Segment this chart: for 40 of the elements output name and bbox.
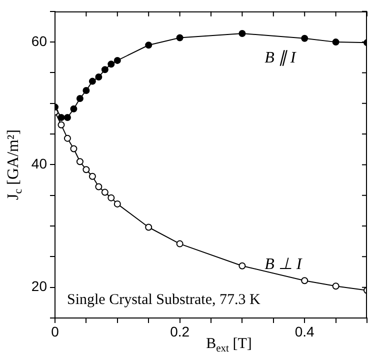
point xyxy=(108,60,115,68)
point xyxy=(82,87,90,94)
y-tick-label: 20 xyxy=(31,278,48,294)
series-label: B ∥ I xyxy=(264,50,296,67)
point xyxy=(101,66,108,74)
point xyxy=(301,34,308,42)
point xyxy=(238,262,246,270)
point xyxy=(76,94,84,102)
point xyxy=(88,78,96,85)
x-tick-label: 0.2 xyxy=(170,323,190,340)
point xyxy=(82,166,90,174)
point xyxy=(332,282,340,290)
annotation: Single Crystal Substrate, 77.3 K xyxy=(67,292,260,308)
point xyxy=(176,240,184,248)
point xyxy=(70,105,78,112)
x-tick-label: 0.4 xyxy=(294,323,315,340)
point xyxy=(176,34,184,42)
point xyxy=(95,183,102,190)
point xyxy=(88,172,96,180)
x-tick-label: 0 xyxy=(51,323,60,340)
point xyxy=(64,134,71,142)
point xyxy=(114,56,121,64)
series-label: B ⊥ I xyxy=(264,256,302,273)
y-tick-label: 40 xyxy=(31,156,48,172)
point xyxy=(101,188,108,196)
point xyxy=(95,74,102,81)
point xyxy=(58,121,65,128)
point xyxy=(145,224,152,231)
y-axis-title: Jc [GA/m²] xyxy=(5,129,25,200)
y-tick-label: 60 xyxy=(31,32,48,49)
point xyxy=(64,114,71,121)
point xyxy=(58,114,65,121)
point xyxy=(114,200,121,208)
point xyxy=(332,38,340,46)
point xyxy=(76,158,84,166)
point xyxy=(70,145,78,152)
point xyxy=(238,30,246,37)
point xyxy=(108,194,115,202)
point xyxy=(145,42,152,49)
point xyxy=(301,277,308,284)
